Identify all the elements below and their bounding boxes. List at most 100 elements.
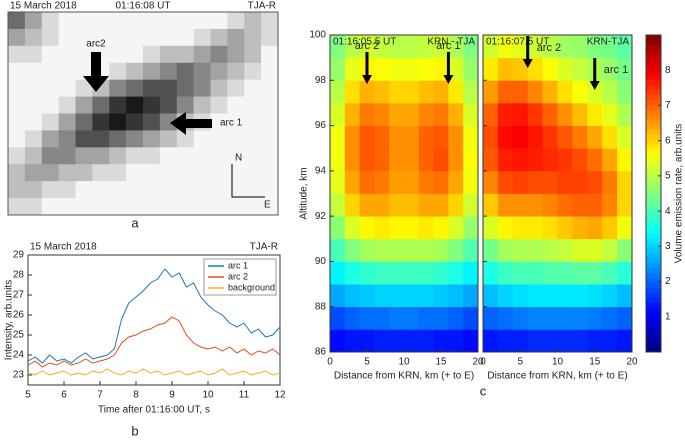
colorbar-step [646,183,661,189]
pixel [227,28,245,47]
pixel [126,12,144,30]
colorbar-frame [645,34,662,353]
colorbar-step [646,158,661,165]
heat-cell [330,193,346,217]
pixel [75,113,93,131]
colorbar-step [646,213,661,219]
heat-cell [527,329,543,353]
pixel [75,164,93,182]
heat-cell [542,80,558,104]
pixel [75,62,93,80]
arrow-head [362,75,372,84]
colorbar-tick-label: 8 [665,65,671,76]
pixel [261,130,279,148]
pixel [92,198,110,216]
pixel [176,198,194,216]
pixel [210,113,228,131]
colorbar-step [646,247,661,254]
heat-cell [587,80,603,104]
heat-cell [404,57,420,81]
pixel [75,181,93,199]
heat-cell [557,57,573,81]
series-line [27,316,281,368]
colorbar-tick-label: 4 [665,206,671,217]
heat-cell [418,284,434,308]
heat-cell [418,35,434,59]
colorbar-step [646,173,661,180]
pixel [58,113,76,131]
pixel [193,62,211,80]
heat-cell [344,261,360,285]
colorbar-step [646,134,661,140]
heat-cell [404,216,420,240]
heat-cell [448,102,464,126]
pixel [75,12,93,30]
colorbar-step [646,332,661,338]
heat-cell [359,35,375,59]
pixel [227,130,245,148]
image [8,12,279,216]
pixel [143,181,161,199]
colorbar-step [646,119,661,125]
heat-cell [527,35,543,59]
heat-cell [483,102,499,126]
heat-cell [617,125,633,149]
pixel [244,12,262,30]
pixel [58,147,76,165]
date: 15 March 2018 [10,1,77,12]
pixel [193,147,211,165]
arrow-label: arc 2 [537,42,561,54]
heat-cell [433,57,449,81]
heat-cell [389,170,405,194]
pixel [210,130,228,148]
colorbar-step [646,49,661,56]
annotation: arc2 [86,39,106,50]
colorbar-step [646,79,661,85]
colorbar-step [646,163,661,170]
pixel [24,28,43,47]
x-tick-label: 10 [202,390,214,401]
pixel [244,45,262,64]
heat-cell [483,170,499,194]
pixel [261,79,279,97]
heat-cell [572,329,588,353]
pixel [244,28,262,47]
heat-cell [572,238,588,262]
arrow-head [589,81,600,90]
heat-cell [374,125,390,149]
pixel [210,181,228,199]
heat-cell [344,193,360,217]
heat-cell [527,125,543,149]
pixel [109,96,127,114]
pixel [193,96,211,114]
heat-cell [433,329,449,353]
heat-cell [527,193,543,217]
heat-cell [330,102,346,126]
heat-cell [330,238,346,262]
pixel [227,12,245,30]
x-tick-label: 20 [472,357,484,368]
heat-cell [512,216,529,240]
colorbar-step [646,252,661,259]
colorbar-step [646,84,661,90]
heat-cell [359,216,375,240]
arrow-label: arc 1 [604,64,628,76]
pixel [109,147,127,165]
pixel [159,62,178,80]
pixel [109,12,127,30]
heat-cell [433,261,449,285]
pixel [210,62,228,80]
heat-cell [418,193,434,217]
series-line [27,368,281,376]
heat-cell [374,216,390,240]
pixel [126,28,144,47]
heat-cell [404,148,420,172]
pixel [227,198,245,216]
x-tick-label: 20 [626,357,638,368]
pixel [143,164,161,182]
y-tick-label: 98 [315,75,327,86]
colorbar-step [646,233,661,239]
pixel [41,113,59,131]
compass [231,164,265,198]
pixel [261,147,279,165]
